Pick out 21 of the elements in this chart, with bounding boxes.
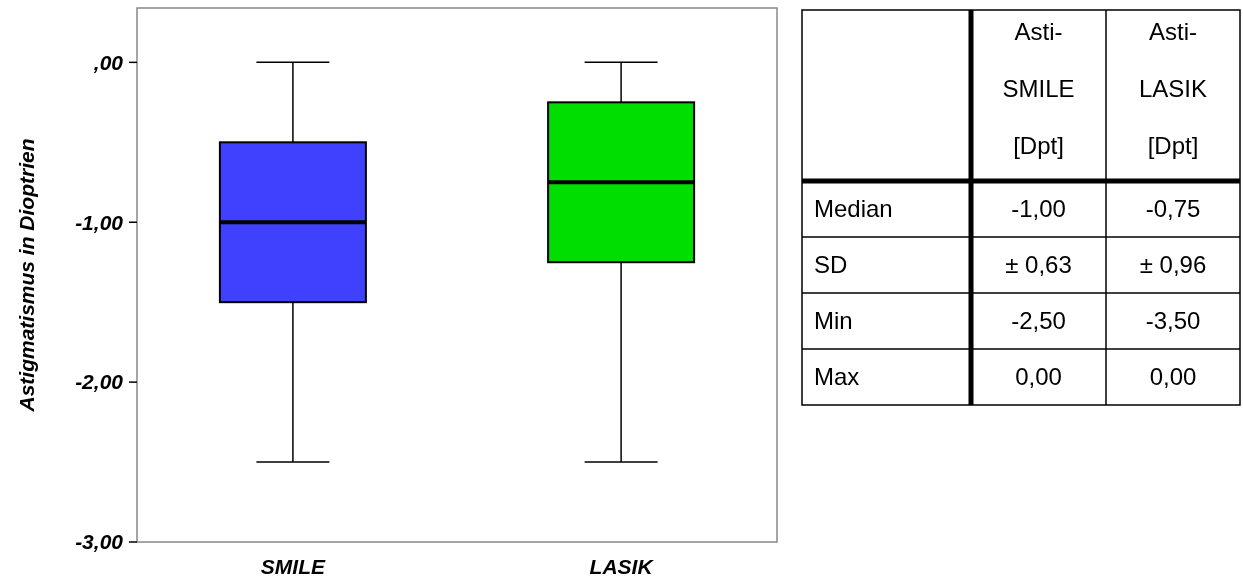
category-label: SD	[814, 251, 848, 279]
x-tick-label: SMILE	[260, 555, 326, 578]
y-tick-label: ,00	[92, 50, 124, 74]
text: 0,00	[1149, 363, 1197, 391]
category-label: Asti-SMILE [Dpt]	[1002, 18, 1075, 159]
text: ± 0,96	[1139, 251, 1207, 279]
category-label: Median	[814, 195, 893, 223]
y-tick-label: -3,00	[75, 530, 124, 554]
text: ± 0,63	[1005, 251, 1072, 279]
y-tick-label: -2,00	[75, 370, 124, 394]
category-label: Max	[814, 363, 860, 391]
text: 0,00	[1015, 363, 1062, 391]
text: -1,00	[1011, 195, 1066, 223]
text: -3,50	[1145, 307, 1201, 335]
x-tick-label: LASIK	[589, 555, 655, 578]
category-label: Asti-LASIK [Dpt]	[1138, 18, 1208, 159]
y-tick-label: -1,00	[75, 210, 124, 234]
text: -0,75	[1145, 195, 1201, 223]
y-axis-title: Astigmatismus in Dioptrien	[15, 138, 38, 413]
text: -2,50	[1011, 307, 1066, 335]
category-label: Min	[814, 307, 853, 335]
